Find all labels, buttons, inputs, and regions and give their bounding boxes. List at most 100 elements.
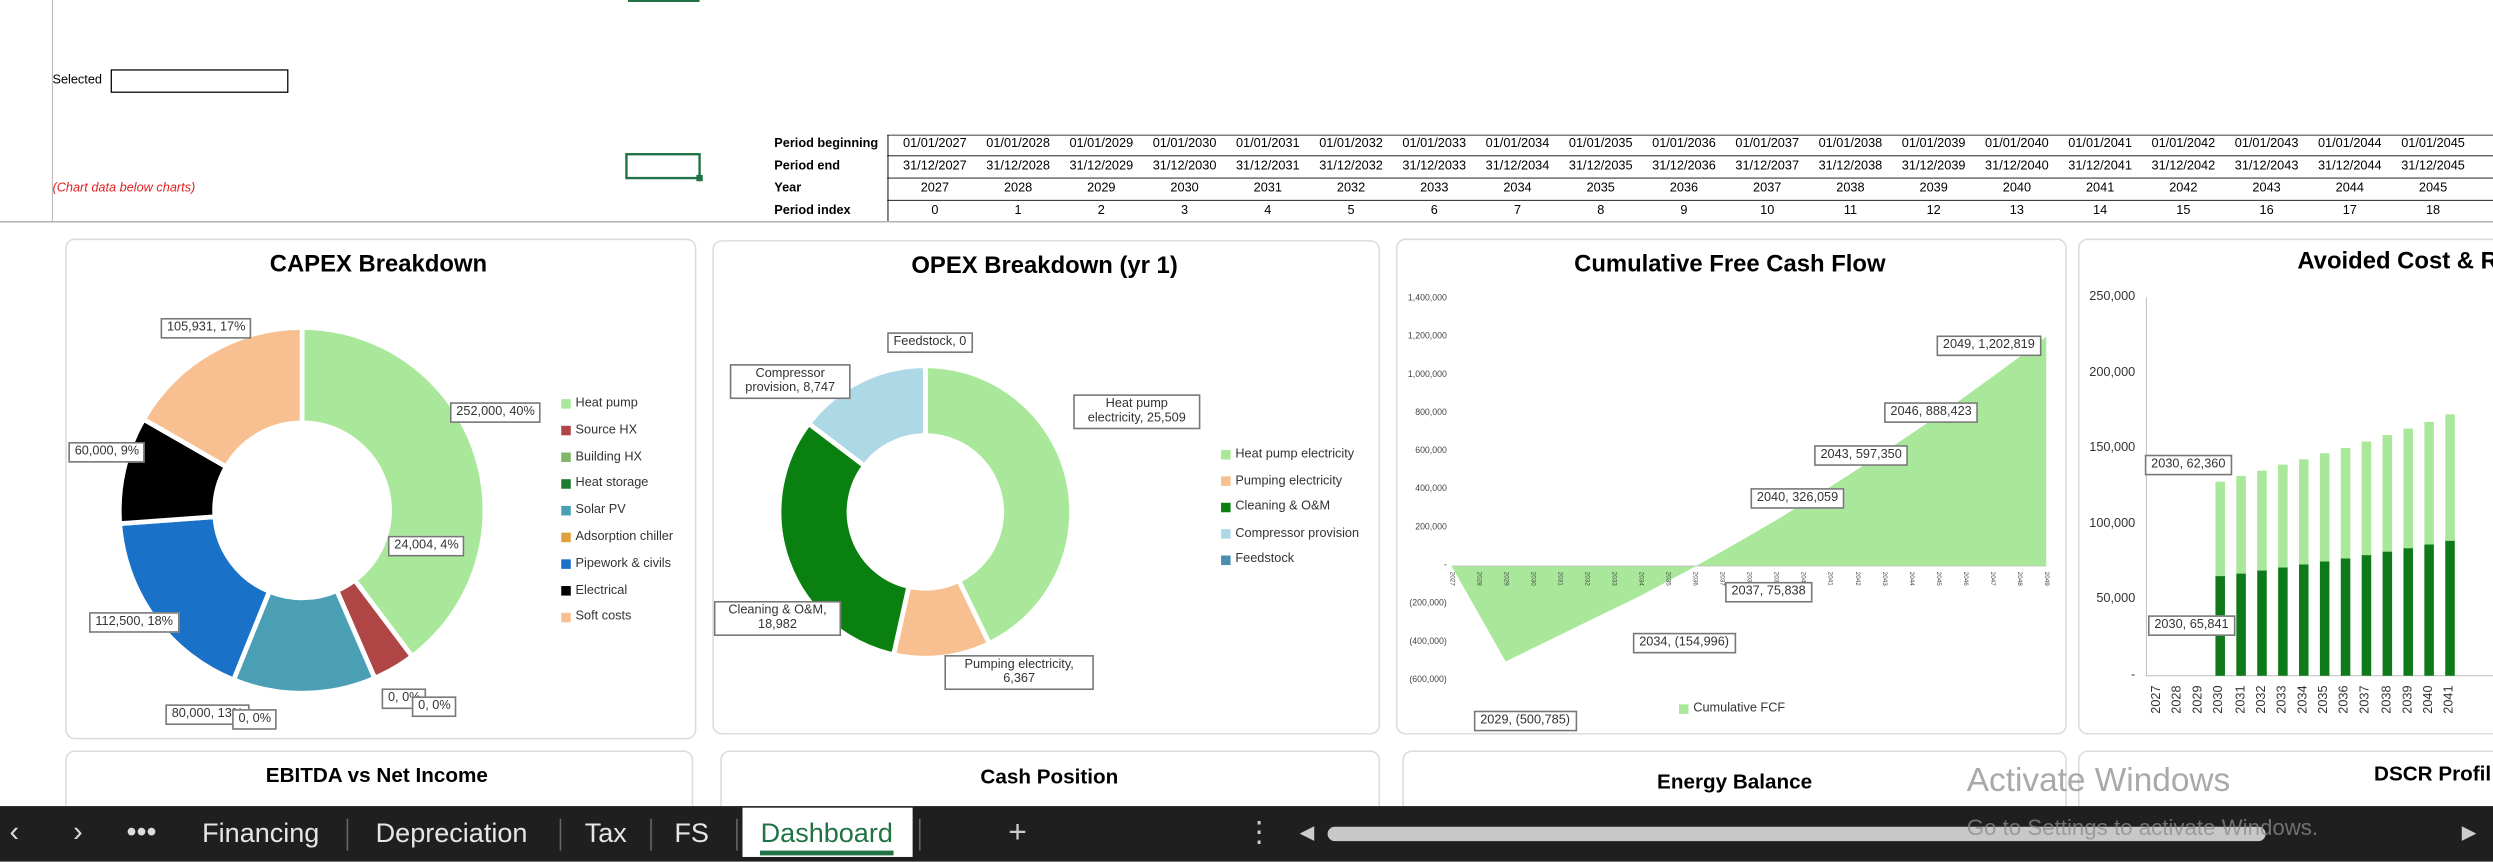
legend-swatch	[1221, 555, 1231, 566]
row-label: Period end	[774, 158, 841, 173]
sheet-tab[interactable]: Financing	[202, 818, 320, 849]
data-label: 0, 0%	[232, 709, 278, 730]
cell: 2031	[1253, 180, 1282, 195]
legend-swatch	[561, 586, 571, 596]
cell: 31/12/2044	[2317, 158, 2382, 173]
selected-cell[interactable]	[110, 69, 289, 93]
sheet-tab[interactable]: Dashboard	[760, 818, 893, 849]
data-label: Pumping electricity, 6,367	[944, 655, 1094, 690]
tab-control[interactable]: ▶	[2461, 821, 2477, 844]
cell: 01/01/2038	[1818, 136, 1883, 151]
watermark: Go to Settings to activate Windows.	[1966, 814, 2319, 840]
bar-segment	[2298, 459, 2309, 565]
donut-slice	[299, 325, 488, 660]
x-tick-label: 2031	[1556, 571, 1565, 586]
bar-segment	[2298, 564, 2309, 676]
legend-label: Pipework & civils	[575, 555, 671, 570]
cell: 31/12/2041	[2068, 158, 2132, 173]
legend-label: Cleaning & O&M	[1235, 498, 1331, 514]
cell: 31/12/2039	[1901, 158, 1966, 173]
cell: 01/01/2028	[986, 136, 1050, 151]
cell: 11	[1843, 202, 1858, 218]
cell: 4	[1264, 202, 1272, 218]
sheet-tab[interactable]: Depreciation	[375, 818, 528, 849]
legend-swatch	[1678, 704, 1689, 714]
donut-slice	[117, 514, 273, 683]
x-tick-label: 2031	[2232, 685, 2247, 714]
cell: 2042	[2169, 180, 2198, 195]
cell: 2036	[1669, 180, 1699, 195]
x-tick-label: 2033	[2274, 685, 2289, 714]
chart-title: DSCR Profil	[2374, 761, 2492, 786]
x-tick-label: 2029	[2190, 685, 2206, 714]
bar-segment	[2257, 470, 2267, 571]
cell: 31/12/2027	[903, 158, 967, 173]
chart-area	[1402, 750, 2067, 818]
cell: 01/01/2027	[903, 136, 967, 151]
nav-button[interactable]: •••	[126, 815, 157, 848]
chart-title: Cumulative Free Cash Flow	[1574, 250, 1886, 278]
donut-slice	[922, 363, 1074, 647]
cell: 31/12/2042	[2151, 158, 2216, 173]
x-tick-label: 2042	[1854, 571, 1863, 586]
cell: 01/01/2041	[2068, 136, 2132, 151]
cell: 2045	[2418, 180, 2448, 195]
nav-button[interactable]: ›	[73, 815, 83, 848]
fill-handle[interactable]	[696, 174, 703, 182]
legend-swatch	[1221, 476, 1231, 486]
cell: 3	[1181, 202, 1189, 218]
active-cell[interactable]	[625, 153, 701, 180]
y-tick-label: -	[1443, 561, 1447, 571]
cell: 2040	[2002, 180, 2032, 195]
bar-segment	[2403, 428, 2413, 549]
tab-separator	[559, 818, 562, 851]
bar-segment	[2236, 475, 2246, 574]
tab-control[interactable]: ◀	[1299, 821, 1315, 844]
tab-control[interactable]: ⋮	[1244, 815, 1274, 848]
legend-swatch	[561, 479, 571, 489]
bar-segment	[2445, 414, 2455, 541]
cell: 2029	[1087, 180, 1116, 195]
cell: 2027	[920, 180, 950, 195]
data-label: 252,000, 40%	[449, 402, 542, 423]
bar-segment	[2257, 570, 2267, 676]
cell: 2028	[1003, 180, 1033, 195]
bar-segment	[2382, 435, 2393, 552]
cell: 01/01/2039	[1901, 136, 1966, 151]
cell: 31/12/2038	[1818, 158, 1883, 173]
bar-segment	[2424, 421, 2434, 545]
y-tick-label: 1,000,000	[1407, 370, 1447, 380]
y-tick-label: (200,000)	[1409, 599, 1447, 609]
cell: 01/01/2033	[1402, 136, 1467, 151]
data-label: 2029, (500,785)	[1473, 710, 1577, 732]
cell: 31/12/2036	[1652, 158, 1716, 173]
data-label: 24,004, 4%	[387, 535, 466, 557]
cell: 01/01/2036	[1652, 136, 1716, 151]
cell: 31/12/2034	[1485, 158, 1550, 173]
x-tick-label: 2032	[2253, 685, 2268, 714]
legend-label: Building HX	[575, 448, 643, 463]
cell: 01/01/2035	[1568, 136, 1633, 151]
cell: 2041	[2085, 180, 2115, 195]
legend-label: Heat storage	[575, 475, 649, 490]
legend-label: Compressor provision	[1235, 525, 1360, 540]
legend-label: Pumping electricity	[1235, 472, 1343, 487]
data-label: 2030, 65,841	[2147, 615, 2235, 636]
x-tick-label: 2035	[2316, 685, 2331, 714]
cell: 10	[1760, 202, 1775, 218]
cell: 1	[1014, 202, 1022, 218]
cell: 01/01/2037	[1735, 136, 1800, 151]
sheet-tab[interactable]: FS	[674, 818, 709, 849]
x-tick-label: 2036	[2336, 685, 2352, 714]
tab-control[interactable]: +	[1008, 815, 1027, 851]
legend-label: Cumulative FCF	[1693, 700, 1786, 715]
data-label: 2037, 75,838	[1725, 581, 1813, 603]
x-tick-label: 2046	[1962, 571, 1971, 586]
bar-segment	[2278, 567, 2288, 676]
cell: 31/12/2031	[1235, 158, 1300, 173]
legend-swatch	[561, 425, 571, 436]
nav-button[interactable]: ‹	[9, 815, 20, 848]
scrollbar-thumb[interactable]	[1327, 826, 2266, 842]
y-tick-label: 400,000	[1415, 484, 1447, 495]
sheet-tab[interactable]: Tax	[584, 818, 627, 849]
